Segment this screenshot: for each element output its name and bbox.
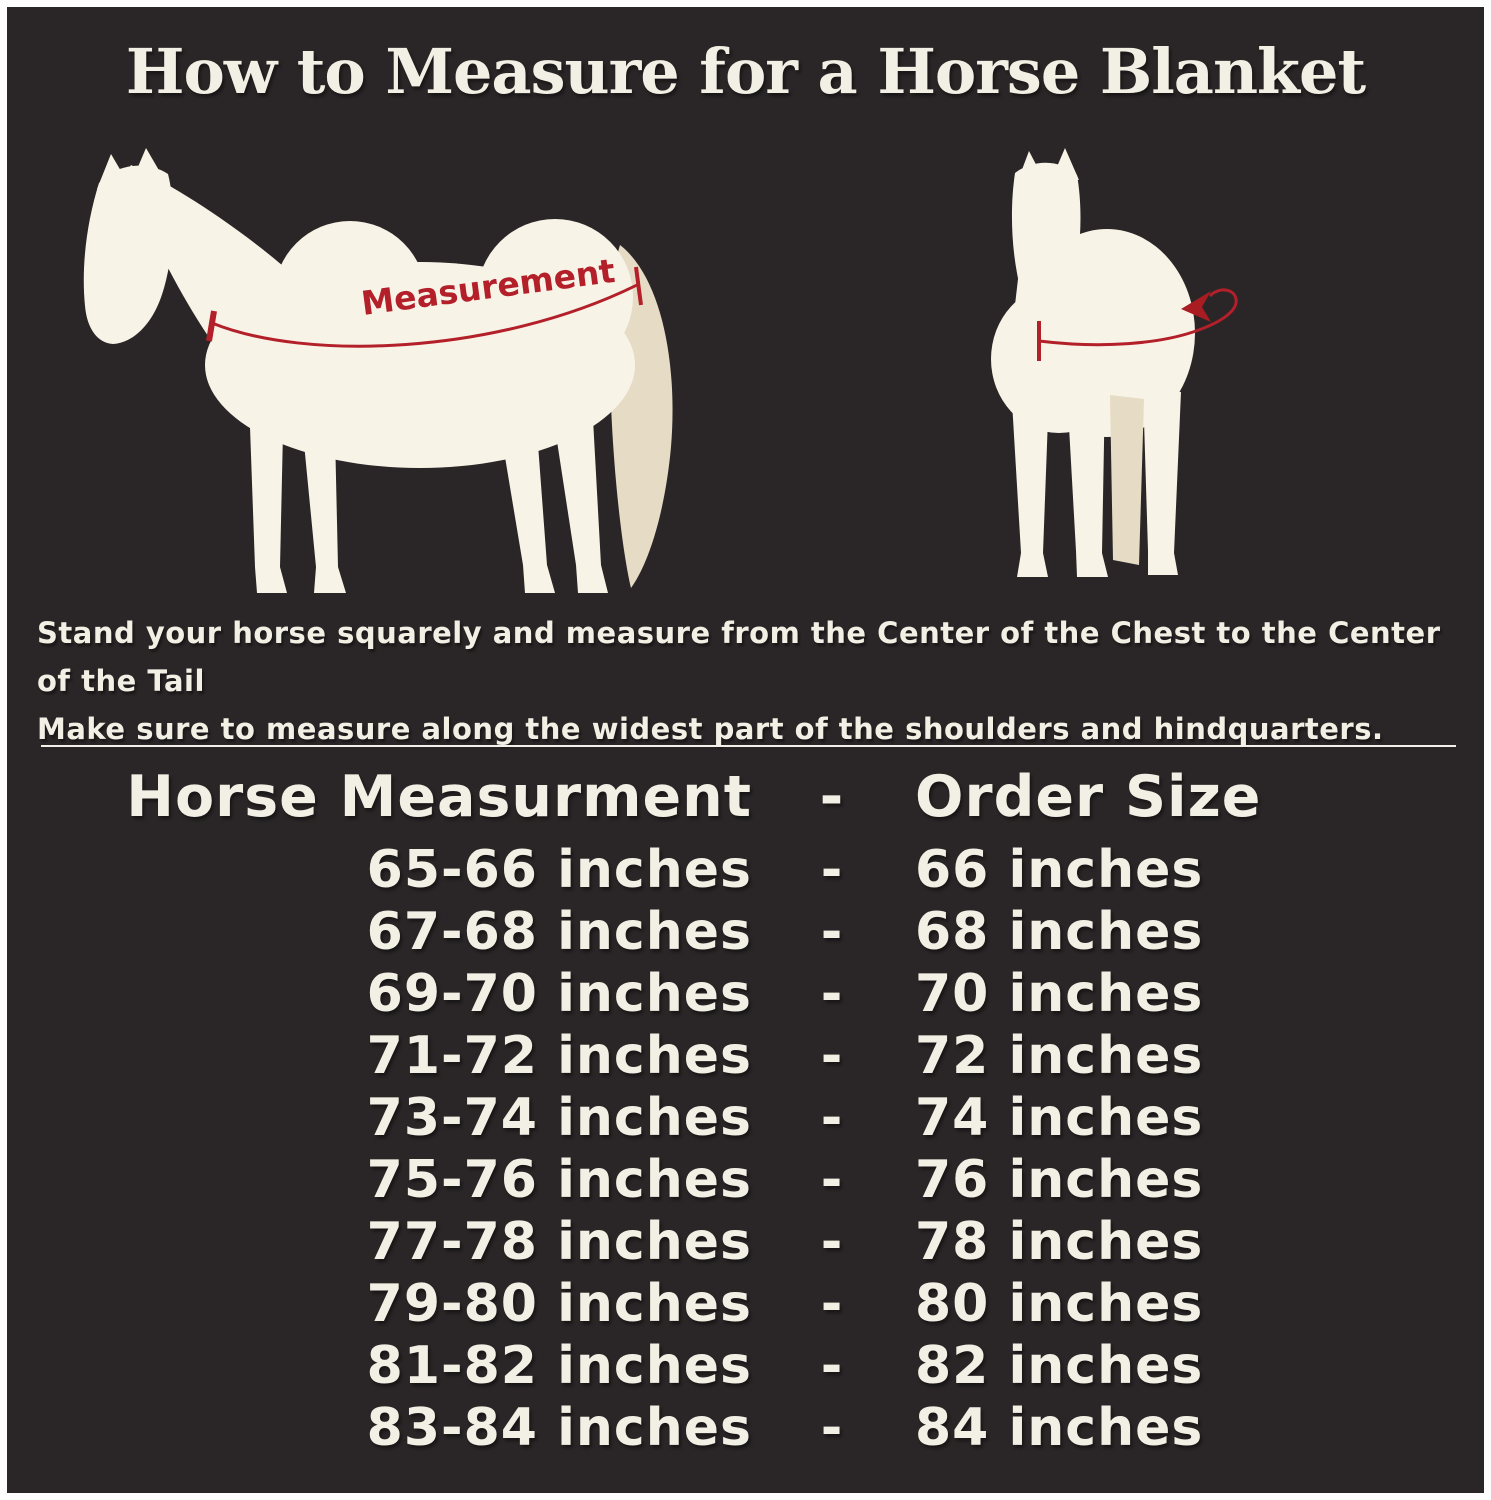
table-row: 71-72 inches - 72 inches <box>7 1025 1484 1087</box>
horse-side-view-illustration: Measurement <box>83 148 673 593</box>
instructions-line-1: Stand your horse squarely and measure fr… <box>37 616 1441 698</box>
order-size-cell: 68 inches <box>915 902 1204 962</box>
separator: - <box>820 1212 844 1272</box>
separator: - <box>820 840 844 900</box>
horse-front-view-illustration <box>991 148 1238 577</box>
table-row: 67-68 inches - 68 inches <box>7 901 1484 963</box>
arrowhead-icon <box>1181 291 1211 322</box>
girth-arrow <box>1037 288 1238 361</box>
table-row: 77-78 inches - 78 inches <box>7 1211 1484 1273</box>
measurement-cell: 67-68 inches <box>366 902 752 962</box>
header-measurement: Horse Measurment <box>126 764 752 830</box>
separator: - <box>820 1150 844 1210</box>
measurement-cell: 65-66 inches <box>366 840 752 900</box>
table-row: 75-76 inches - 76 inches <box>7 1149 1484 1211</box>
header-separator: - <box>819 764 845 830</box>
order-size-cell: 84 inches <box>915 1398 1204 1458</box>
order-size-cell: 76 inches <box>915 1150 1204 1210</box>
table-row: 73-74 inches - 74 inches <box>7 1087 1484 1149</box>
horse-hind-leg-shade <box>1110 395 1144 565</box>
separator: - <box>820 1026 844 1086</box>
measurement-cell: 79-80 inches <box>366 1274 752 1334</box>
order-size-cell: 66 inches <box>915 840 1204 900</box>
table-row: 83-84 inches - 84 inches <box>7 1397 1484 1459</box>
table-row: 65-66 inches - 66 inches <box>7 839 1484 901</box>
order-size-cell: 78 inches <box>915 1212 1204 1272</box>
separator: - <box>820 1274 844 1334</box>
separator: - <box>820 902 844 962</box>
size-chart-header: Horse Measurment - Order Size <box>7 759 1484 835</box>
order-size-cell: 70 inches <box>915 964 1204 1024</box>
order-size-cell: 72 inches <box>915 1026 1204 1086</box>
order-size-cell: 74 inches <box>915 1088 1204 1148</box>
measurement-cell: 81-82 inches <box>366 1336 752 1396</box>
measurement-cell: 77-78 inches <box>366 1212 752 1272</box>
instructions-line-2: Make sure to measure along the widest pa… <box>37 712 1384 746</box>
header-order-size: Order Size <box>915 764 1262 830</box>
separator: - <box>820 1336 844 1396</box>
measurement-cell: 83-84 inches <box>366 1398 752 1458</box>
page-title: How to Measure for a Horse Blanket <box>125 35 1366 108</box>
measurement-cell: 69-70 inches <box>366 964 752 1024</box>
measurement-line <box>206 266 643 348</box>
horse-body-silhouette <box>83 148 635 593</box>
size-chart: Horse Measurment - Order Size 65-66 inch… <box>7 759 1484 1459</box>
measurement-cell: 73-74 inches <box>366 1088 752 1148</box>
table-row: 69-70 inches - 70 inches <box>7 963 1484 1025</box>
separator: - <box>820 1398 844 1458</box>
table-row: 81-82 inches - 82 inches <box>7 1335 1484 1397</box>
separator: - <box>820 1088 844 1148</box>
order-size-cell: 80 inches <box>915 1274 1204 1334</box>
horse-tail <box>609 245 673 588</box>
instructions-text: Stand your horse squarely and measure fr… <box>37 609 1466 753</box>
measurement-cell: 75-76 inches <box>366 1150 752 1210</box>
order-size-cell: 82 inches <box>915 1336 1204 1396</box>
horse-front-silhouette <box>991 148 1195 577</box>
divider-line <box>41 745 1456 747</box>
separator: - <box>820 964 844 1024</box>
measurement-cell: 71-72 inches <box>366 1026 752 1086</box>
table-row: 79-80 inches - 80 inches <box>7 1273 1484 1335</box>
